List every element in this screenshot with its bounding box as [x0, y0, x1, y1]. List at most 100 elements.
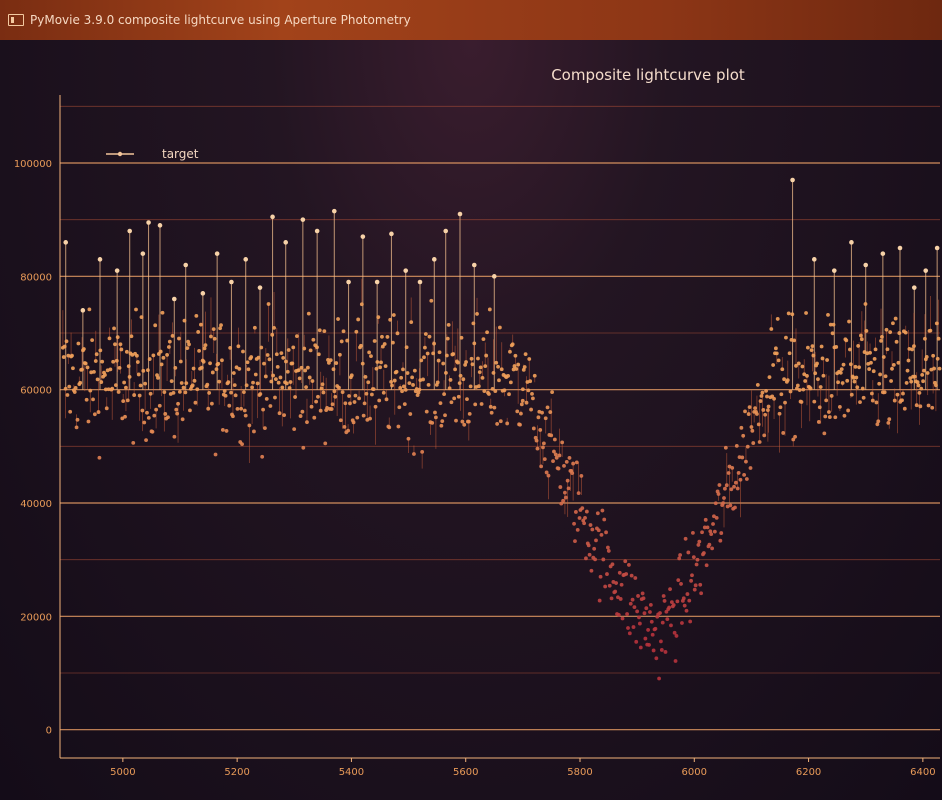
- data-point: [598, 574, 603, 579]
- data-point: [458, 373, 463, 378]
- data-point: [231, 414, 235, 419]
- data-point: [295, 334, 299, 339]
- data-point: [739, 425, 744, 430]
- data-point: [368, 416, 372, 421]
- data-point: [477, 370, 482, 375]
- data-point: [897, 331, 902, 335]
- data-point: [475, 312, 479, 316]
- legend-label-target: target: [162, 147, 199, 161]
- data-point: [712, 514, 716, 519]
- data-point: [689, 578, 693, 583]
- data-point: [794, 363, 798, 368]
- data-point: [348, 401, 352, 406]
- data-point: [119, 347, 124, 352]
- data-point: [836, 380, 840, 385]
- window-title: PyMovie 3.9.0 composite lightcurve using…: [30, 13, 411, 27]
- data-point: [551, 459, 555, 464]
- data-point: [786, 311, 791, 316]
- data-point: [395, 331, 400, 336]
- spike-point: [790, 177, 795, 183]
- window-titlebar[interactable]: PyMovie 3.9.0 composite lightcurve using…: [0, 0, 942, 41]
- data-point: [107, 336, 112, 341]
- data-point: [556, 466, 561, 471]
- data-point: [321, 390, 326, 395]
- data-point: [396, 424, 401, 429]
- data-point: [574, 460, 579, 465]
- data-point: [778, 405, 783, 410]
- data-point: [703, 517, 708, 522]
- y-tick-label: 60000: [20, 386, 52, 397]
- data-point: [333, 394, 338, 399]
- data-point: [595, 511, 600, 516]
- data-point: [901, 391, 905, 396]
- data-point: [630, 597, 635, 602]
- data-point: [582, 521, 587, 526]
- data-point: [637, 615, 641, 620]
- data-point: [481, 337, 486, 342]
- data-point: [937, 366, 942, 371]
- data-point: [83, 361, 88, 366]
- data-point: [909, 379, 914, 384]
- data-point: [605, 545, 610, 550]
- data-point: [115, 335, 120, 340]
- data-point: [738, 477, 743, 482]
- data-point: [763, 412, 768, 417]
- data-point: [604, 530, 608, 535]
- data-point: [785, 378, 790, 383]
- data-point: [389, 379, 393, 384]
- data-point: [473, 402, 478, 407]
- data-point: [915, 380, 920, 385]
- data-point: [709, 532, 714, 537]
- data-point: [888, 330, 893, 335]
- data-point: [677, 556, 682, 561]
- data-point: [498, 419, 503, 424]
- data-point: [432, 341, 436, 346]
- data-point: [860, 386, 865, 391]
- data-point: [817, 405, 822, 410]
- data-point: [873, 347, 878, 352]
- data-point: [412, 452, 416, 456]
- data-point: [62, 344, 67, 349]
- data-point: [663, 650, 668, 654]
- data-point: [895, 392, 900, 397]
- spike-point: [127, 228, 133, 234]
- data-point: [92, 412, 97, 417]
- data-point: [627, 563, 631, 567]
- data-point: [728, 503, 733, 508]
- data-point: [65, 393, 70, 397]
- data-point: [716, 492, 721, 496]
- data-point: [657, 676, 661, 681]
- data-point: [777, 411, 782, 416]
- data-point: [239, 406, 244, 411]
- data-point: [822, 431, 827, 436]
- data-point: [166, 415, 170, 420]
- data-point: [891, 321, 895, 326]
- data-point: [411, 383, 415, 387]
- data-point: [392, 378, 397, 383]
- data-point: [510, 342, 515, 347]
- data-point: [339, 339, 344, 344]
- data-point: [309, 404, 314, 409]
- data-point: [741, 433, 746, 438]
- data-point: [457, 381, 462, 386]
- data-point: [490, 387, 495, 391]
- data-point: [820, 356, 825, 361]
- data-points: [60, 177, 942, 681]
- data-point: [742, 472, 747, 477]
- data-point: [883, 374, 888, 379]
- data-point: [203, 343, 208, 348]
- data-point: [659, 648, 664, 652]
- data-point: [523, 352, 528, 357]
- data-point: [935, 356, 940, 361]
- data-point: [788, 389, 793, 394]
- data-point: [191, 366, 196, 371]
- data-point: [674, 634, 679, 638]
- data-point: [553, 452, 558, 457]
- data-point: [298, 414, 303, 418]
- data-point: [334, 361, 339, 365]
- data-point: [462, 422, 467, 427]
- data-point: [744, 477, 749, 481]
- data-point: [713, 501, 718, 506]
- legend: target: [106, 147, 199, 161]
